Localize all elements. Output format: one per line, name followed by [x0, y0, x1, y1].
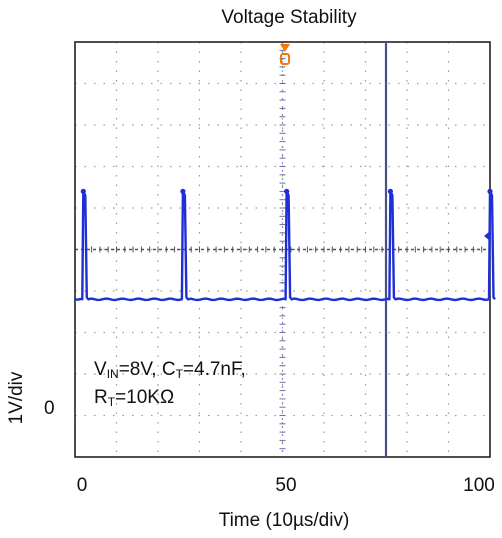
- pulse-peak-1: [180, 188, 186, 194]
- trigger-marker: [280, 44, 290, 65]
- pulse-peak-3: [387, 188, 393, 194]
- x-tick-50: 50: [275, 475, 297, 496]
- trace-group: [74, 188, 496, 302]
- pulse-peak-2: [284, 188, 290, 194]
- x-tick-0: 0: [76, 475, 88, 496]
- waveform-trace: [74, 190, 496, 302]
- y-tick-zero: 0: [44, 398, 55, 419]
- x-tick-100: 100: [463, 475, 495, 496]
- level-marker: [484, 231, 490, 241]
- chart-title: Voltage Stability: [221, 7, 357, 28]
- x-axis-label: Time (10µs/div): [218, 510, 350, 531]
- test-conditions-annotation: VIN=8V, CT=4.7nF, RT=10KΩ: [94, 359, 246, 409]
- pulse-peak-4: [487, 188, 493, 194]
- y-axis-label: 1V/div: [6, 371, 27, 425]
- pulse-peak-0: [80, 188, 86, 194]
